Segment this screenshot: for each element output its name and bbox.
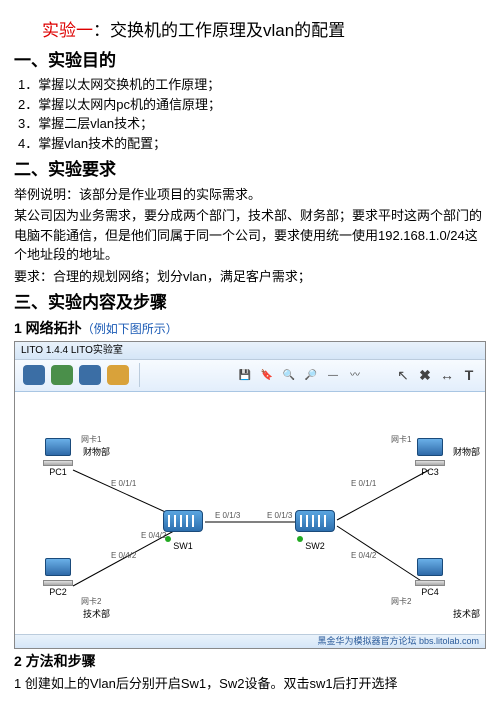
port-e02a2: E 0/4/2 <box>111 550 136 562</box>
pc1-port: 网卡1 <box>81 434 101 446</box>
port-e01b: E 0/1/1 <box>351 478 376 490</box>
pc2-dept: 技术部 <box>83 608 110 622</box>
pc4-label: PC4 <box>421 586 439 600</box>
status-dot <box>297 536 303 542</box>
pc4-dept: 技术部 <box>453 608 480 622</box>
pc-icon <box>413 558 447 586</box>
pc4-port: 网卡2 <box>391 596 411 608</box>
section-3-heading: 三、实验内容及步骤 <box>14 290 488 316</box>
port-e03b: E 0/1/3 <box>267 510 292 522</box>
pc-icon <box>41 558 75 586</box>
pc3-dept: 财物部 <box>453 446 480 460</box>
sec1-item-2: 2．掌握以太网内pc机的通信原理； <box>18 95 488 115</box>
pc3-port: 网卡1 <box>391 434 411 446</box>
node-pc3[interactable]: PC3 <box>413 438 447 480</box>
device-pc-icon[interactable] <box>79 365 101 385</box>
sw2-label: SW2 <box>305 540 325 554</box>
device-router-icon[interactable] <box>23 365 45 385</box>
topology-screenshot: LITO 1.4.4 LITO实验室 💾 🔖 🔍 🔎 ― 〰 ↖ ✖ ↔ T P… <box>14 341 486 649</box>
pc3-label: PC3 <box>421 466 439 480</box>
port-e01a: E 0/1/1 <box>111 478 136 490</box>
device-switch-icon[interactable] <box>51 365 73 385</box>
sub-1-hint: （例如下图所示） <box>82 322 178 336</box>
sec1-item-3: 3．掌握二层vlan技术； <box>18 114 488 134</box>
zoom-out-icon[interactable]: 🔎 <box>303 367 319 383</box>
sub-1-heading: 1 网络拓扑 <box>14 320 82 336</box>
sec1-item-1: 1．掌握以太网交换机的工作原理； <box>18 75 488 95</box>
node-pc2[interactable]: PC2 <box>41 558 75 600</box>
pointer-icon[interactable]: ↖ <box>395 367 411 383</box>
port-e02b: E 0/4/2 <box>351 550 376 562</box>
sec2-p3: 要求：合理的规划网络；划分vlan，满足客户需求； <box>14 267 488 287</box>
node-sw2[interactable]: SW2 <box>295 510 335 554</box>
pc2-port: 网卡2 <box>81 596 101 608</box>
app-footer: 黑金华为模拟器官方论坛 bbs.litolab.com <box>15 634 485 648</box>
pc1-label: PC1 <box>49 466 67 480</box>
pc-icon <box>413 438 447 466</box>
footer-text: 黑金华为模拟器官方论坛 bbs.litolab.com <box>317 636 479 646</box>
pc2-label: PC2 <box>49 586 67 600</box>
sub-2-heading: 2 方法和步骤 <box>14 651 488 672</box>
port-e03a: E 0/1/3 <box>215 510 240 522</box>
pc-icon <box>41 438 75 466</box>
tag-icon[interactable]: 🔖 <box>259 367 275 383</box>
zoom-in-icon[interactable]: 🔍 <box>281 367 297 383</box>
device-hub-icon[interactable] <box>107 365 129 385</box>
sw1-label: SW1 <box>173 540 193 554</box>
sec1-item-4: 4．掌握vlan技术的配置； <box>18 134 488 154</box>
sec2-p1: 举例说明：该部分是作业项目的实际需求。 <box>14 185 488 205</box>
topology-canvas[interactable]: PC1 网卡1 财物部 PC2 网卡2 技术部 PC3 网卡1 财物部 PC4 … <box>15 392 485 634</box>
node-pc4[interactable]: PC4 <box>413 558 447 600</box>
text-tool-icon[interactable]: T <box>461 367 477 383</box>
section-2-heading: 二、实验要求 <box>14 157 488 183</box>
node-sw1[interactable]: SW1 <box>163 510 203 554</box>
toolbar-separator <box>139 363 140 387</box>
move-icon[interactable]: ↔ <box>439 367 455 383</box>
node-pc1[interactable]: PC1 <box>41 438 75 480</box>
switch-icon <box>163 510 203 532</box>
sub-1: 1 网络拓扑（例如下图所示） <box>14 318 488 339</box>
app-toolbar: 💾 🔖 🔍 🔎 ― 〰 ↖ ✖ ↔ T <box>15 360 485 392</box>
experiment-title: 实验一：交换机的工作原理及vlan的配置 <box>42 18 488 44</box>
window-titlebar: LITO 1.4.4 LITO实验室 <box>15 342 485 360</box>
section-1-heading: 一、实验目的 <box>14 48 488 74</box>
delete-icon[interactable]: ✖ <box>417 367 433 383</box>
sec2-p2: 某公司因为业务需求，要分成两个部门，技术部、财务部；要求平时这两个部门的电脑不能… <box>14 206 488 265</box>
link2-icon[interactable]: 〰 <box>347 367 363 383</box>
step-1: 1 创建如上的Vlan后分别开启Sw1，Sw2设备。双击sw1后打开选择 <box>14 674 488 694</box>
title-prefix: 实验一 <box>42 21 93 40</box>
window-title: LITO 1.4.4 LITO实验室 <box>21 343 123 358</box>
link-icon[interactable]: ― <box>325 367 341 383</box>
save-icon[interactable]: 💾 <box>237 367 253 383</box>
pc1-dept: 财物部 <box>83 446 110 460</box>
port-e02a: E 0/4/2 <box>141 530 166 542</box>
switch-icon <box>295 510 335 532</box>
title-suffix: ：交换机的工作原理及vlan的配置 <box>93 21 345 40</box>
